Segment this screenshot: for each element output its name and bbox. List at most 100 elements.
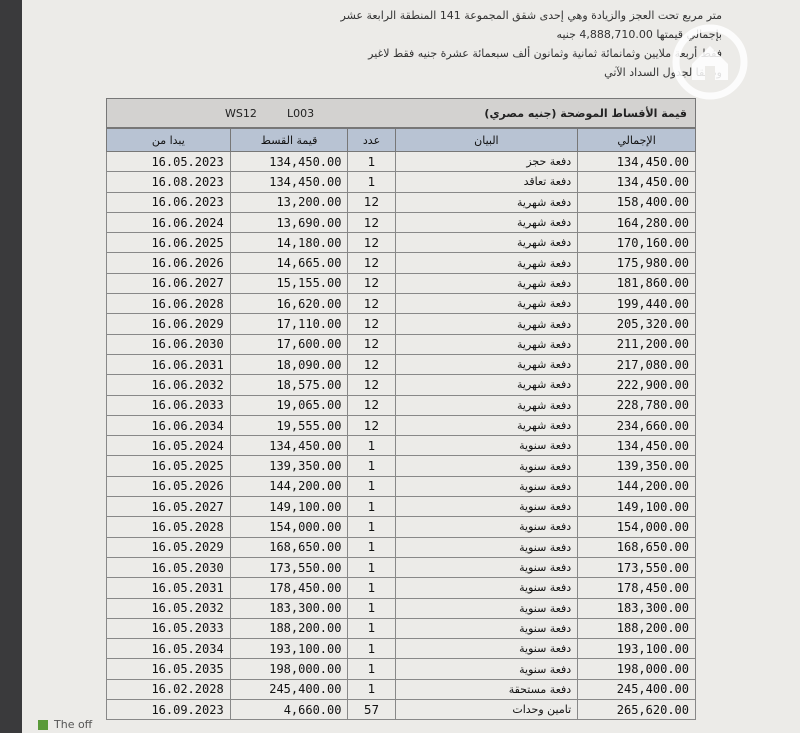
table-cell: دفعة شهرية	[394, 394, 579, 416]
table-cell: 16.06.2023	[106, 191, 231, 213]
table-cell: 12	[347, 353, 396, 376]
table-cell: دفعة سنوية	[394, 638, 579, 660]
table-cell: 1	[347, 597, 396, 619]
table-row: 16.06.2031 18,090.00 12 دفعة شهرية 217,080.0…	[106, 353, 696, 376]
table-cell: 13,690.00	[229, 211, 349, 234]
table-row: 16.06.2029 17,110.00 12 دفعة شهرية 205,320.0…	[106, 313, 696, 335]
table-cell: 139,350.00	[229, 455, 349, 477]
table-cell: 16.05.2026	[106, 475, 231, 498]
table-cell: 19,065.00	[229, 394, 349, 416]
table-row: 16.05.2023 134,450.00 1 دفعة حجز 134,450.00	[106, 150, 696, 173]
table-cell: دفعة شهرية	[394, 211, 579, 234]
table-row: 16.09.2023 4,660.00 57 تامين وحدات 265,620.0…	[106, 699, 696, 721]
table-cell: 16.09.2023	[106, 699, 231, 721]
table-cell: 1	[347, 617, 396, 640]
header-line: بإجمالي قيمتها 4,888,710.00 جنيه	[556, 28, 722, 41]
table-cell: 222,900.00	[577, 374, 696, 396]
table-cell: 57	[347, 699, 396, 721]
table-cell: 19,555.00	[229, 414, 349, 437]
table-cell: 134,450.00	[577, 435, 696, 457]
table-cell: 12	[347, 394, 396, 416]
footer: The off	[38, 718, 92, 731]
document: متر مربع تحت العجز والزيادة وهي إحدى شقق…	[22, 0, 800, 733]
table-cell: 1	[347, 475, 396, 498]
table-cell: 198,000.00	[229, 658, 349, 680]
table-cell: 173,550.00	[577, 556, 696, 579]
table-cell: 134,450.00	[577, 150, 696, 173]
table-row: 16.06.2032 18,575.00 12 دفعة شهرية 222,900.0…	[106, 374, 696, 396]
table-cell: 205,320.00	[577, 313, 696, 335]
table-cell: 139,350.00	[577, 455, 696, 477]
table-cell: 1	[347, 150, 396, 173]
table-cell: 16.05.2023	[106, 150, 231, 173]
table-cell: دفعة شهرية	[394, 232, 579, 254]
table-row: 16.05.2026 144,200.00 1 دفعة سنوية 144,200.0…	[106, 475, 696, 498]
header-line: متر مربع تحت العجز والزيادة وهي إحدى شقق…	[340, 9, 723, 22]
table-cell: 245,400.00	[577, 678, 696, 701]
table-title: قيمة الأقساط الموضحة (جنيه مصري)	[484, 106, 687, 120]
table-cell: 16.08.2023	[106, 171, 231, 193]
table-cell: دفعة شهرية	[394, 293, 579, 315]
table-cell: 1	[347, 658, 396, 680]
table-row: 16.05.2035 198,000.00 1 دفعة سنوية 198,000.0…	[106, 658, 696, 680]
table-cell: دفعة شهرية	[394, 374, 579, 396]
table-cell: 134,450.00	[577, 171, 696, 193]
table-cell: 149,100.00	[577, 496, 696, 518]
table-cell: 16.06.2028	[106, 293, 231, 315]
table-row: 16.05.2032 183,300.00 1 دفعة سنوية 183,300.0…	[106, 597, 696, 619]
table-cell: 183,300.00	[577, 597, 696, 619]
table-cell: 18,575.00	[229, 374, 349, 396]
table-cell: دفعة سنوية	[394, 658, 579, 680]
table-cell: 12	[347, 333, 396, 355]
table-cell: 158,400.00	[577, 191, 696, 213]
table-cell: 13,200.00	[229, 191, 349, 213]
table-cell: دفعة شهرية	[394, 333, 579, 355]
table-row: 16.05.2034 193,100.00 1 دفعة سنوية 193,100.0…	[106, 638, 696, 660]
table-cell: 16.06.2024	[106, 211, 231, 234]
table-cell: 134,450.00	[229, 435, 349, 457]
table-cell: 228,780.00	[577, 394, 696, 416]
column-header: يبدا من	[106, 128, 231, 152]
table-cell: 1	[347, 171, 396, 193]
table-cell: 16.06.2026	[106, 252, 231, 274]
watermark-icon	[672, 24, 748, 100]
table-row: 16.06.2030 17,600.00 12 دفعة شهرية 211,200.0…	[106, 333, 696, 355]
table-cell: 12	[347, 313, 396, 335]
table-cell: 18,090.00	[229, 353, 349, 376]
table-cell: 183,300.00	[229, 597, 349, 619]
table-cell: 144,200.00	[577, 475, 696, 498]
schedule: WS12 L003 قيمة الأقساط الموضحة (جنيه مصر…	[106, 98, 696, 721]
table-cell: 211,200.00	[577, 333, 696, 355]
table-cell: دفعة شهرية	[394, 353, 579, 376]
table-cell: 12	[347, 232, 396, 254]
table-cell: 234,660.00	[577, 414, 696, 437]
table-cell: دفعة مستحقة	[394, 678, 579, 701]
table-cell: 14,665.00	[229, 252, 349, 274]
table-row: 16.02.2028 245,400.00 1 دفعة مستحقة 245,400.…	[106, 678, 696, 701]
table-cell: دفعة سنوية	[394, 435, 579, 457]
table-cell: 16.02.2028	[106, 678, 231, 701]
table-cell: 16.06.2032	[106, 374, 231, 396]
code: WS12	[225, 106, 257, 120]
table-title-bar: WS12 L003 قيمة الأقساط الموضحة (جنيه مصر…	[106, 98, 696, 128]
table-row: 16.05.2024 134,450.00 1 دفعة سنوية 134,450.0…	[106, 435, 696, 457]
table-cell: 149,100.00	[229, 496, 349, 518]
table-cell: 16.05.2031	[106, 577, 231, 599]
table-cell: 16.05.2035	[106, 658, 231, 680]
header-line: وطبقا لجدول السداد الآتي	[604, 66, 722, 79]
table-cell: دفعة سنوية	[394, 556, 579, 579]
table-row: 16.05.2031 178,450.00 1 دفعة سنوية 178,450.0…	[106, 577, 696, 599]
column-header: قيمة القسط	[229, 128, 349, 152]
table-row: 16.06.2023 13,200.00 12 دفعة شهرية 158,400.0…	[106, 191, 696, 213]
table-cell: دفعة سنوية	[394, 496, 579, 518]
table-cell: 199,440.00	[577, 293, 696, 315]
table-cell: 16,620.00	[229, 293, 349, 315]
column-header: الإجمالي	[577, 128, 696, 152]
table-cell: 265,620.00	[577, 699, 696, 721]
table-cell: 217,080.00	[577, 353, 696, 376]
table-cell: 15,155.00	[229, 272, 349, 295]
table-cell: 1	[347, 435, 396, 457]
table-cell: دفعة شهرية	[394, 252, 579, 274]
table-cell: 245,400.00	[229, 678, 349, 701]
table-cell: دفعة شهرية	[394, 272, 579, 295]
